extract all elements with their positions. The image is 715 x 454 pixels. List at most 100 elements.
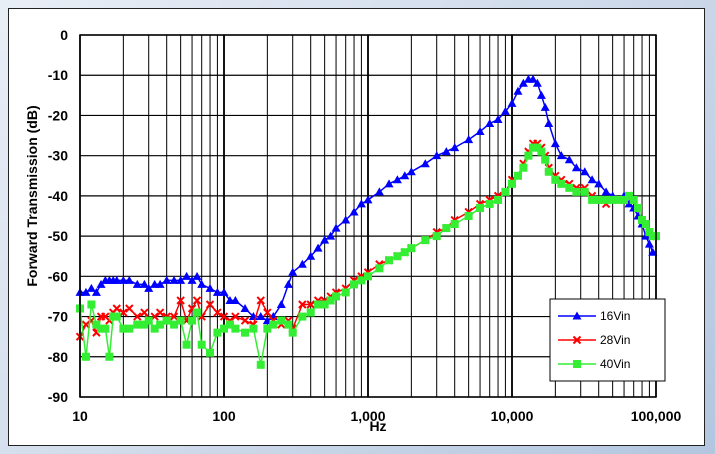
data-point [375,264,384,273]
data-point [602,195,611,204]
data-point [476,203,485,212]
data-point [269,320,278,329]
data-point [101,324,110,333]
data-point [197,279,207,288]
data-point [513,86,523,95]
y-tick-label: -30 [48,148,68,164]
data-point [225,320,234,329]
data-point [144,316,153,325]
data-point [306,308,315,317]
data-point [306,300,315,309]
data-point [112,312,121,321]
data-point [594,179,604,188]
data-point [197,340,206,349]
data-point [288,328,297,337]
data-point [648,247,658,256]
data-point [219,312,229,321]
data-point [155,279,165,288]
data-point [87,300,96,309]
x-tick-label: 100,000 [631,408,682,424]
data-point [537,147,546,156]
data-point [96,279,106,288]
data-point [192,296,202,305]
data-point [475,127,485,136]
data-point [400,171,410,180]
data-point [313,243,323,252]
data-point [508,179,516,188]
data-point [263,308,272,317]
data-point [374,187,384,196]
data-point [133,312,142,321]
data-point [256,360,265,369]
data-point [288,267,298,276]
data-point [645,228,654,237]
data-point [594,195,603,204]
data-point [213,328,222,337]
data-point [249,324,258,333]
data-point [156,320,165,329]
data-point [625,191,634,200]
data-point [92,320,101,329]
data-point [421,236,430,245]
data-point [629,195,638,204]
data-point [118,275,128,284]
data-point [176,275,186,284]
data-point [81,320,91,329]
chart-frame: 0 -10 -20 -30 -40 -50 -60 -70 -80 -90 10 100 1,000 1… [8,8,705,446]
data-point [277,316,286,325]
data-point [638,216,647,225]
y-axis-title: Forward Transmission (dB) [24,105,40,286]
x-tick-label: 10,000 [491,408,534,424]
legend-marker [573,360,581,368]
data-point [256,312,266,321]
data-point [608,195,617,204]
plot-border [79,34,657,398]
data-point [442,224,451,233]
data-point [132,279,142,288]
data-point [644,239,654,248]
data-point [230,295,240,304]
data-point [420,159,430,168]
data-point [140,308,149,317]
data-point [176,316,185,325]
y-tick-label: -40 [48,188,68,204]
data-point [564,155,574,164]
legend-item: 40Vin [558,357,630,371]
data-point [219,287,229,296]
data-point [150,324,159,333]
data-point [332,292,341,301]
data-point [485,118,495,127]
data-point [507,98,517,107]
data-point [551,175,560,184]
x-tick-label: 100 [212,408,236,424]
data-point [400,248,409,257]
data-point [263,324,272,333]
x-axis-ticks: 10 100 1,000 10,000 100,000 [72,408,681,424]
legend-item: 28Vin [558,333,630,347]
data-point [565,183,574,192]
data-point [556,151,566,160]
data-point [125,324,134,333]
data-point [192,271,202,280]
data-point [341,288,350,297]
data-point [450,143,460,152]
y-axis-ticks: 0 -10 -20 -30 -40 -50 -60 -70 -80 -90 [48,27,68,405]
data-point [170,320,179,329]
data-point [212,287,222,296]
data-point [306,251,316,260]
data-point [364,272,372,281]
data-point [86,283,96,292]
data-point [572,187,581,196]
data-point [182,271,192,280]
data-point [298,300,307,309]
data-point [326,231,336,240]
data-point [432,151,442,160]
data-point [162,275,172,284]
data-point [624,199,634,208]
data-point [518,78,528,87]
data-point [541,155,550,164]
data-point [331,223,341,232]
data-point [524,151,533,160]
data-point [620,195,629,204]
data-point [536,90,546,99]
